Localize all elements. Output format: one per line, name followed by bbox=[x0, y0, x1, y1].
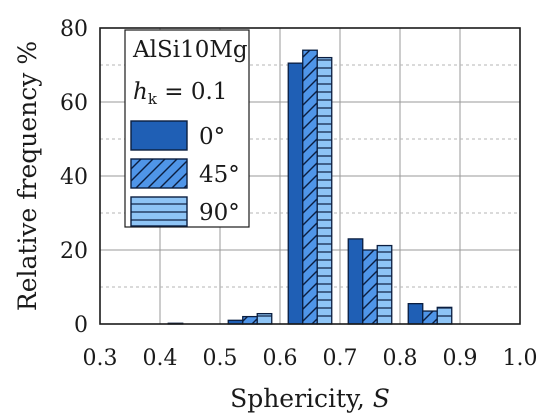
y-tick-label: 80 bbox=[60, 17, 88, 42]
bar bbox=[287, 62, 304, 325]
y-tick-label: 40 bbox=[60, 165, 88, 190]
x-tick-label: 0.5 bbox=[203, 346, 238, 371]
bar bbox=[376, 244, 393, 325]
y-tick-label: 20 bbox=[60, 239, 88, 264]
legend-title: AlSi10Mg bbox=[132, 37, 248, 63]
bar bbox=[436, 306, 453, 325]
legend-swatch bbox=[130, 120, 188, 151]
y-tick-label: 0 bbox=[74, 313, 88, 338]
bar bbox=[242, 315, 258, 325]
x-tick-label: 0.6 bbox=[263, 346, 298, 371]
x-tick-label: 0.4 bbox=[143, 346, 178, 371]
y-tick-labels: 0 20 40 60 80 bbox=[60, 17, 88, 338]
bars bbox=[167, 49, 453, 325]
bar bbox=[302, 49, 318, 325]
bar bbox=[422, 310, 438, 325]
x-tick-label: 0.9 bbox=[443, 346, 478, 371]
legend: AlSi10Mg hk = 0.1 0° 45° 90° bbox=[124, 29, 250, 228]
plot-frame bbox=[99, 27, 521, 325]
x-tick-label: 0.7 bbox=[323, 346, 358, 371]
x-tick-label: 0.3 bbox=[83, 346, 118, 371]
legend-label: 45° bbox=[199, 162, 240, 188]
x-axis-label: Sphericity, S bbox=[230, 384, 390, 413]
x-tick-labels: 0.3 0.4 0.5 0.6 0.7 0.8 0.9 1.0 bbox=[83, 346, 538, 371]
legend-swatch bbox=[130, 196, 188, 227]
bar bbox=[347, 238, 364, 325]
legend-parameter: hk = 0.1 bbox=[133, 79, 227, 108]
bar bbox=[316, 56, 333, 325]
bar bbox=[407, 302, 424, 325]
bar bbox=[362, 249, 378, 325]
x-tick-label: 1.0 bbox=[503, 346, 538, 371]
legend-label: 90° bbox=[199, 200, 240, 226]
legend-label: 0° bbox=[199, 124, 225, 150]
y-axis-label: Relative frequency % bbox=[13, 41, 42, 311]
bar bbox=[256, 312, 273, 325]
y-tick-label: 60 bbox=[60, 91, 88, 116]
legend-swatch bbox=[130, 158, 188, 189]
x-tick-label: 0.8 bbox=[383, 346, 418, 371]
